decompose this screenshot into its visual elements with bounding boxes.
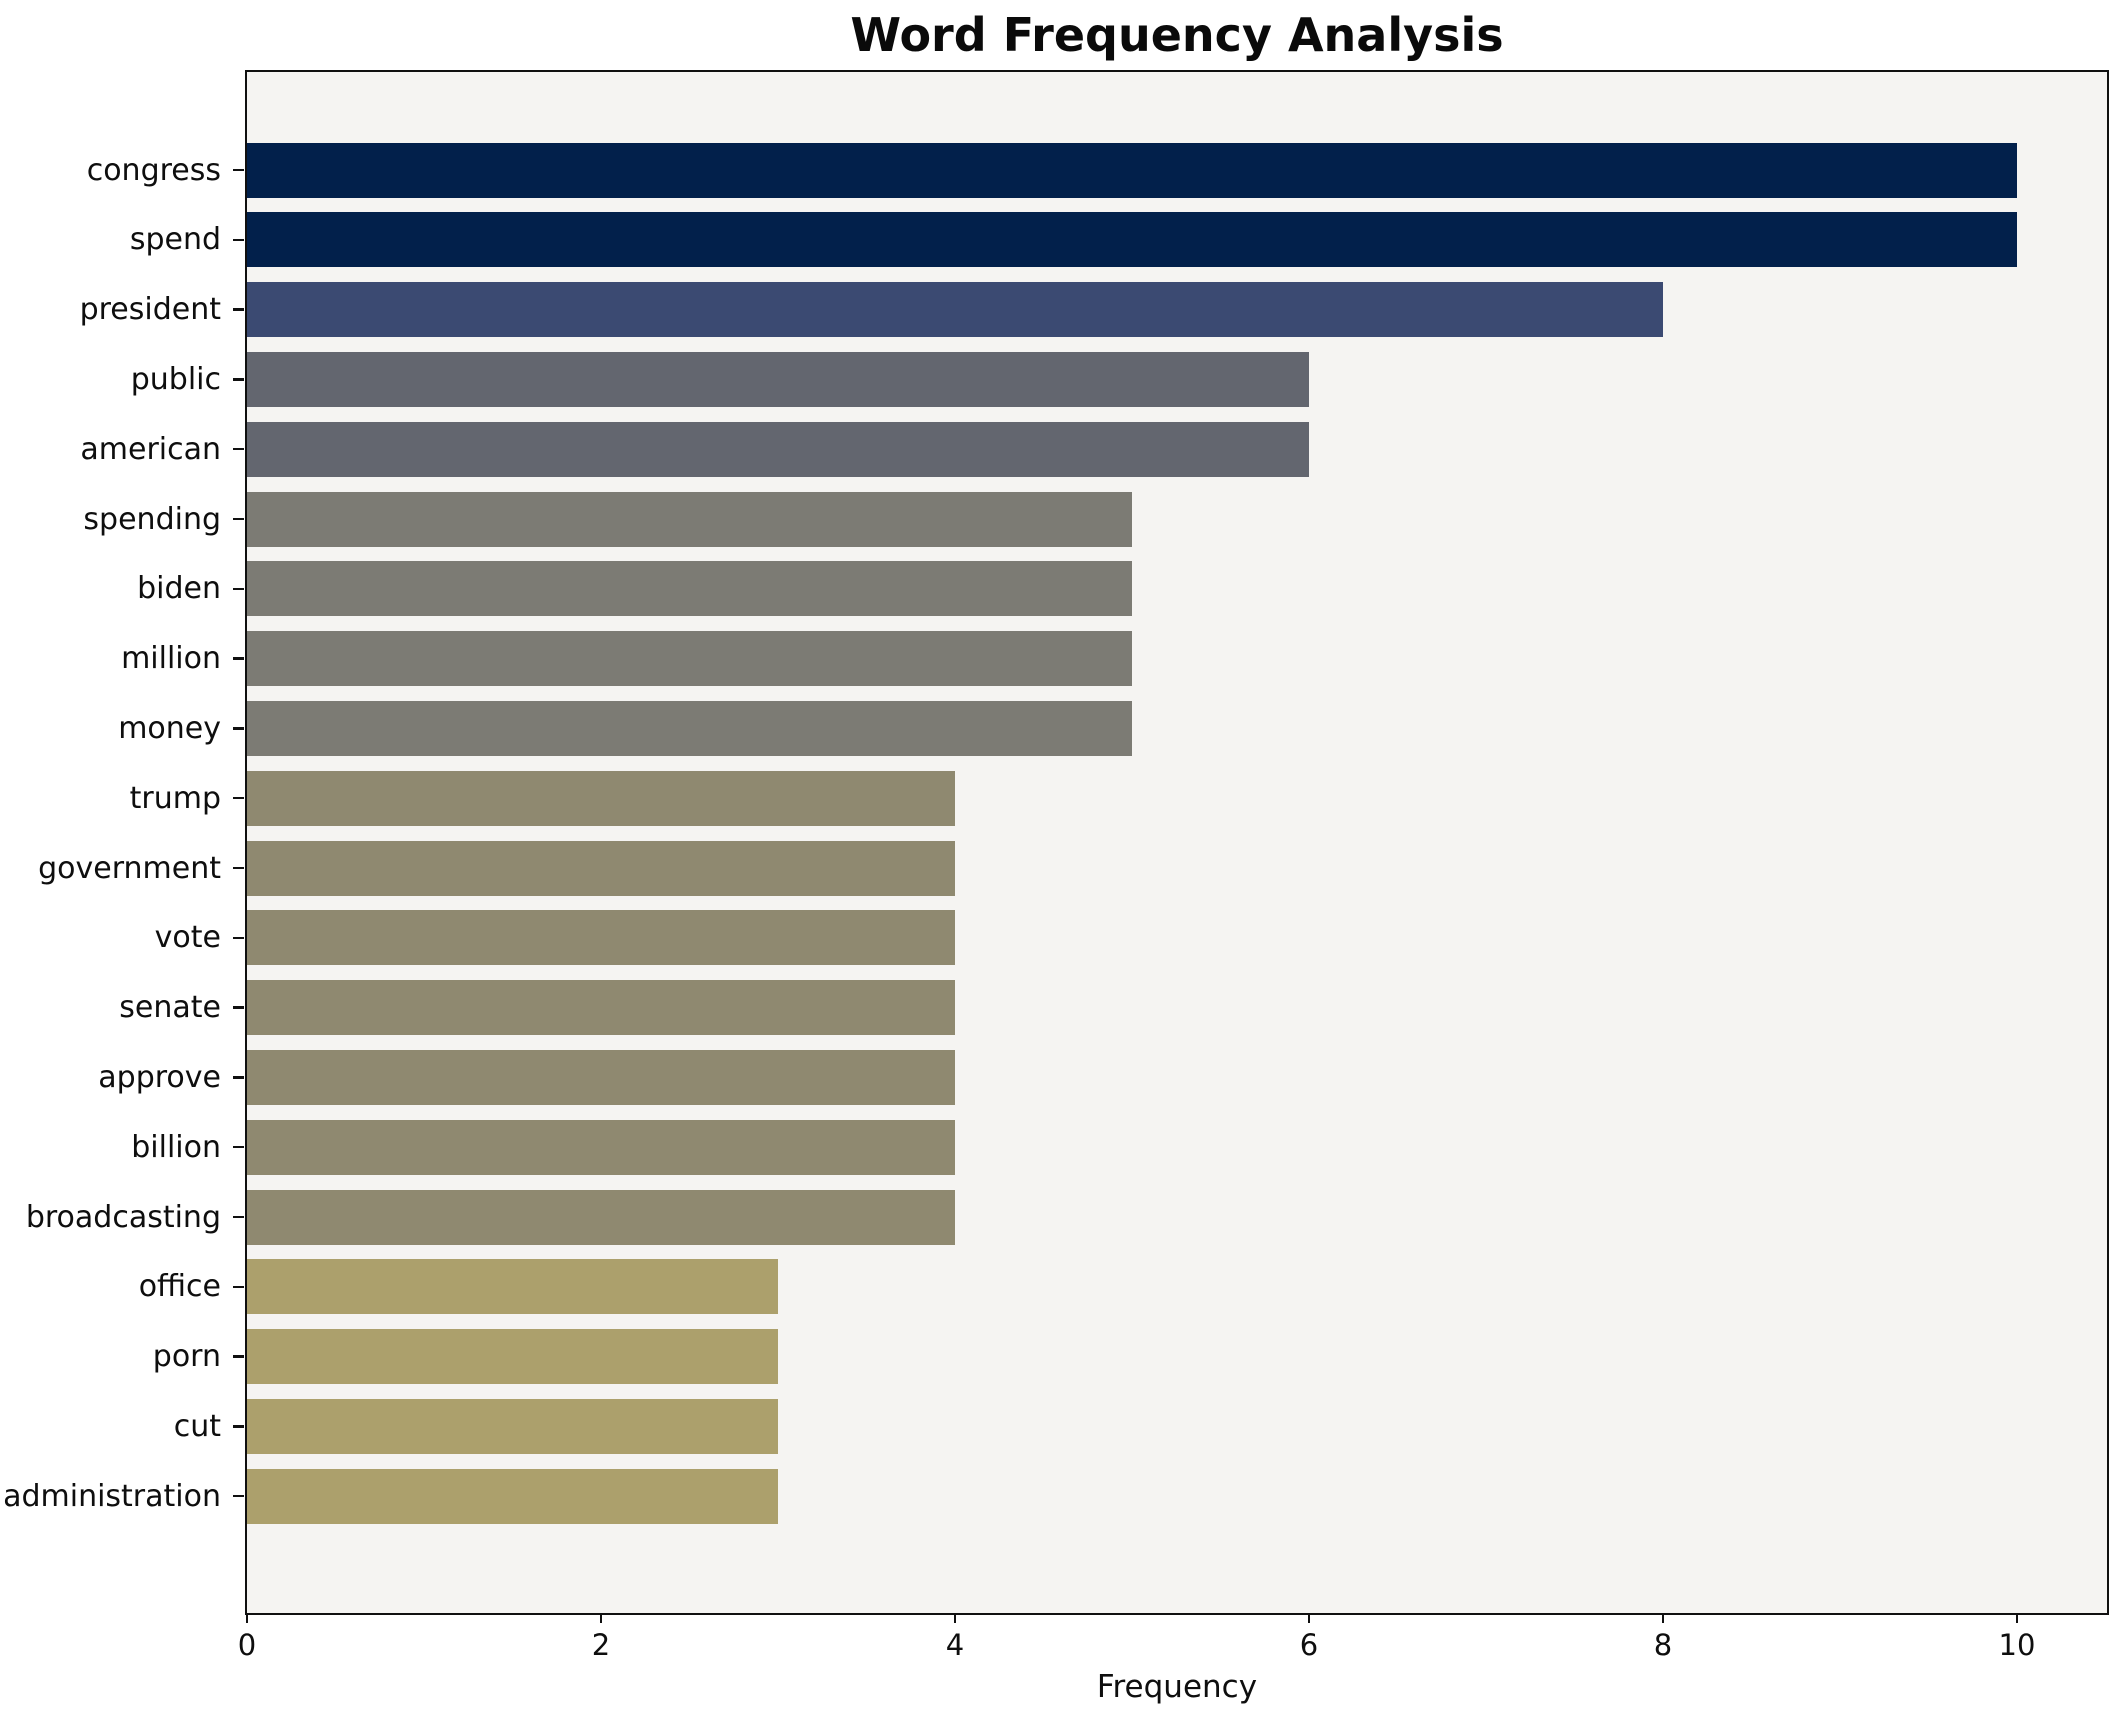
y-tick-label: trump <box>129 780 221 816</box>
y-tick-label: approve <box>98 1059 221 1095</box>
y-tick-mark <box>232 727 244 730</box>
y-tick-mark <box>232 1285 244 1289</box>
y-tick-mark <box>232 796 244 800</box>
y-tick-mark <box>232 378 244 381</box>
y-tick-label: porn <box>152 1339 221 1375</box>
x-tick-label: 10 <box>1998 1628 2036 1662</box>
x-axis-label: Frequency <box>1096 1669 1258 1705</box>
y-tick-label: money <box>118 710 221 746</box>
x-tick-mark <box>245 1613 249 1623</box>
bar-spend <box>246 212 2017 268</box>
y-tick-mark <box>232 657 244 660</box>
bar-president <box>246 282 1663 338</box>
x-tick-label: 8 <box>1653 1628 1673 1662</box>
x-tick-label: 6 <box>1299 1628 1319 1662</box>
y-tick-mark <box>232 308 244 311</box>
y-tick-mark <box>232 1425 244 1428</box>
bar-public <box>246 351 1309 407</box>
y-tick-label: public <box>130 361 221 397</box>
y-tick-label: congress <box>86 152 221 188</box>
y-tick-label: american <box>80 431 221 467</box>
y-tick-label: senate <box>119 990 221 1026</box>
bar-cut <box>246 1398 778 1454</box>
y-tick-label: spend <box>129 222 221 258</box>
y-tick-mark <box>232 1145 244 1149</box>
y-tick-mark <box>232 238 244 242</box>
bar-government <box>246 840 955 896</box>
x-tick-mark <box>2015 1613 2019 1623</box>
y-tick-mark <box>232 866 244 870</box>
x-tick-mark <box>953 1613 957 1623</box>
x-tick-label: 4 <box>945 1628 965 1662</box>
y-tick-label: president <box>79 292 221 328</box>
bar-vote <box>246 910 955 966</box>
bar-spending <box>246 491 1132 547</box>
x-tick-mark <box>1661 1613 1665 1623</box>
y-tick-label: million <box>121 641 221 677</box>
bar-million <box>246 631 1132 687</box>
y-tick-mark <box>232 587 244 591</box>
x-tick-label: 0 <box>237 1628 257 1662</box>
y-tick-mark <box>232 1494 244 1498</box>
x-tick-label: 2 <box>591 1628 611 1662</box>
y-tick-mark <box>232 1355 244 1358</box>
bar-congress <box>246 142 2017 198</box>
y-tick-mark <box>232 1076 244 1079</box>
x-tick-mark <box>1307 1613 1311 1623</box>
bar-office <box>246 1259 778 1315</box>
y-tick-label: office <box>138 1269 221 1305</box>
y-tick-label: biden <box>137 571 221 607</box>
y-tick-mark <box>232 1215 244 1219</box>
y-tick-label: billion <box>131 1129 221 1165</box>
y-tick-label: administration <box>3 1478 221 1514</box>
bar-biden <box>246 561 1132 617</box>
y-tick-mark <box>232 517 244 521</box>
y-tick-label: cut <box>173 1408 221 1444</box>
bar-broadcasting <box>246 1189 955 1245</box>
bar-american <box>246 421 1309 477</box>
bar-senate <box>246 980 955 1036</box>
bar-billion <box>246 1119 955 1175</box>
y-tick-label: broadcasting <box>25 1199 221 1235</box>
bar-trump <box>246 770 955 826</box>
bar-approve <box>246 1049 955 1105</box>
y-tick-label: government <box>38 850 221 886</box>
bar-money <box>246 700 1132 756</box>
y-tick-mark <box>232 168 244 172</box>
chart-title: Word Frequency Analysis <box>850 8 1504 62</box>
bar-porn <box>246 1329 778 1385</box>
bar-administration <box>246 1468 778 1524</box>
y-tick-mark <box>232 447 244 451</box>
y-tick-label: spending <box>83 501 221 537</box>
plot-area <box>232 69 2109 1615</box>
y-tick-mark <box>232 936 244 940</box>
y-tick-mark <box>232 1006 244 1009</box>
x-tick-mark <box>599 1613 603 1623</box>
y-tick-label: vote <box>154 920 221 956</box>
